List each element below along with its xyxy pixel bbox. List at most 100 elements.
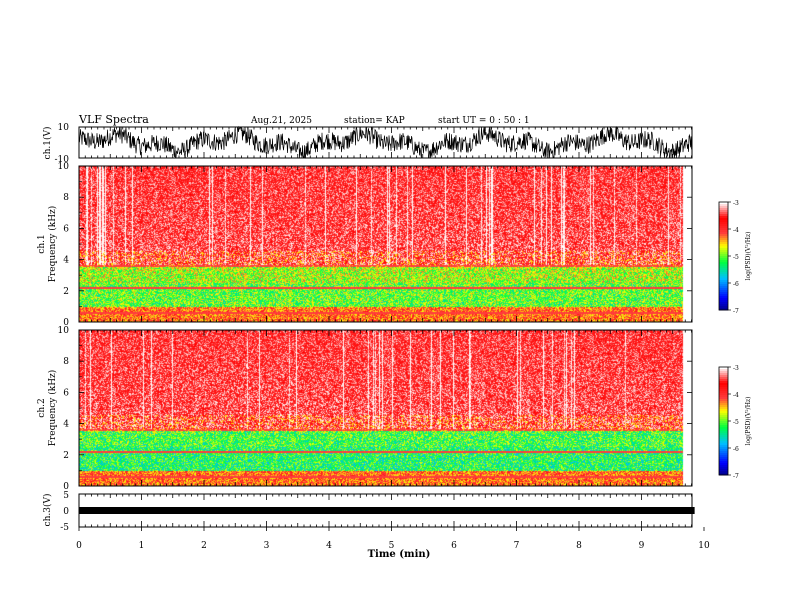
colorbar-swatch	[719, 417, 728, 420]
colorbar-swatch	[719, 222, 728, 225]
colorbar-swatch	[719, 282, 728, 285]
colorbar-swatch	[719, 216, 728, 219]
colorbar-swatch	[719, 469, 728, 472]
colorbar-swatch	[719, 465, 728, 468]
colorbar-swatch	[719, 413, 728, 416]
colorbar-swatch	[719, 379, 728, 382]
station-label: station= KAP	[344, 116, 405, 126]
colorbar-swatch	[719, 272, 728, 275]
ch2-colorbar: -3 -4 -5 -6 -7 log(PSD)(V²/Hz)	[718, 365, 752, 480]
colorbar-swatch	[719, 288, 728, 291]
freq-tick-label: 10	[58, 162, 70, 172]
colorbar-tick-label: -6	[733, 446, 739, 453]
colorbar-swatch	[719, 224, 728, 227]
colorbar-swatch	[719, 218, 728, 221]
ch1-waveform-line	[78, 125, 693, 159]
colorbar-swatch	[719, 212, 728, 215]
freq-tick-label: 0	[63, 318, 69, 328]
colorbar-swatch	[719, 389, 728, 392]
colorbar-swatch	[719, 292, 728, 295]
ch1-waveform-ylabel: ch.1(V)	[42, 127, 53, 160]
colorbar-swatch	[719, 421, 728, 424]
colorbar-swatch	[719, 262, 728, 265]
colorbar-swatch	[719, 214, 728, 217]
colorbar-swatch	[719, 246, 728, 249]
colorbar-swatch	[719, 405, 728, 408]
x-tick-label: 10	[698, 541, 710, 551]
ch3-waveform-panel: 5 0 -5 ch.3(V) 0 1 2 3 4 5 6 7 8 9 10 Time (min)	[42, 491, 710, 560]
colorbar-swatch	[719, 258, 728, 261]
colorbar-tick-label: -7	[733, 473, 739, 480]
colorbar-tick-label: -3	[733, 365, 739, 372]
ch2-spectrogram-heatmap	[79, 330, 692, 486]
ch3-ytick-mid: 0	[63, 507, 69, 517]
colorbar-swatch	[719, 423, 728, 426]
colorbar-swatch	[719, 371, 728, 374]
colorbar-swatch	[719, 250, 728, 253]
colorbar-swatch	[719, 274, 728, 277]
colorbar-swatch	[719, 270, 728, 273]
ch1-spectrogram-ylabel-channel: ch.1	[37, 234, 47, 253]
colorbar-tick-label: -4	[733, 392, 739, 399]
date-label: Aug.21, 2025	[250, 116, 312, 126]
colorbar-swatch	[719, 264, 728, 267]
colorbar-swatch	[719, 401, 728, 404]
colorbar-swatch	[719, 284, 728, 287]
colorbar-swatch	[719, 443, 728, 446]
colorbar-swatch	[719, 266, 728, 269]
colorbar-swatch	[719, 286, 728, 289]
colorbar-label: log(PSD)(V²/Hz)	[745, 397, 752, 446]
freq-tick-label: 2	[63, 451, 69, 461]
ch1-spectrogram-ylabel-frequency: Frequency (kHz)	[47, 206, 58, 283]
colorbar-swatch	[719, 206, 728, 209]
freq-tick-label: 0	[63, 482, 69, 492]
x-tick-label: 9	[639, 541, 645, 551]
colorbar-swatch	[719, 419, 728, 422]
ch2-spectrogram-panel: 0 2 4 6 8 10 ch.2 Frequency (kHz)	[37, 326, 693, 492]
colorbar-swatch	[719, 244, 728, 247]
colorbar-swatch	[719, 254, 728, 257]
colorbar-swatch	[719, 306, 728, 309]
colorbar-swatch	[719, 230, 728, 233]
colorbar-swatch	[719, 409, 728, 412]
x-tick-label: 1	[139, 541, 145, 551]
colorbar-swatch	[719, 367, 728, 370]
colorbar-swatch	[719, 457, 728, 460]
freq-tick-label: 2	[63, 287, 69, 297]
colorbar-swatch	[719, 447, 728, 450]
colorbar-swatch	[719, 204, 728, 207]
ch1-colorbar: -3 -4 -5 -6 -7 log(PSD)(V²/Hz)	[718, 200, 752, 315]
colorbar-swatch	[719, 415, 728, 418]
x-tick-label: 3	[264, 541, 270, 551]
ch3-ytick-bottom: -5	[60, 523, 69, 533]
ch3-waveform-line	[79, 507, 695, 514]
colorbar-swatch	[719, 439, 728, 442]
ch2-spectrogram-ylabel-channel: ch.2	[37, 398, 47, 417]
x-axis-label: Time (min)	[368, 549, 431, 560]
colorbar-swatch	[719, 302, 728, 305]
colorbar-swatch	[719, 451, 728, 454]
ch3-ytick-top: 5	[63, 491, 69, 501]
freq-tick-label: 4	[63, 256, 69, 266]
colorbar-swatch	[719, 429, 728, 432]
freq-tick-label: 4	[63, 420, 69, 430]
colorbar-swatch	[719, 411, 728, 414]
ch1-ytick-bottom: -10	[55, 155, 70, 165]
colorbar-swatch	[719, 236, 728, 239]
colorbar-swatch	[719, 445, 728, 448]
colorbar-swatch	[719, 226, 728, 229]
colorbar-tick-label: -4	[733, 227, 739, 234]
colorbar-label: log(PSD)(V²/Hz)	[745, 232, 752, 281]
colorbar-swatch	[719, 208, 728, 211]
colorbar-swatch	[719, 228, 728, 231]
colorbar-swatch	[719, 369, 728, 372]
colorbar-swatch	[719, 453, 728, 456]
colorbar-swatch	[719, 393, 728, 396]
colorbar-swatch	[719, 278, 728, 281]
colorbar-swatch	[719, 308, 728, 311]
colorbar-swatch	[719, 473, 728, 476]
ch1-waveform-panel: 10 -10 ch.1(V)	[42, 123, 693, 165]
colorbar-swatch	[719, 220, 728, 223]
colorbar-swatch	[719, 435, 728, 438]
